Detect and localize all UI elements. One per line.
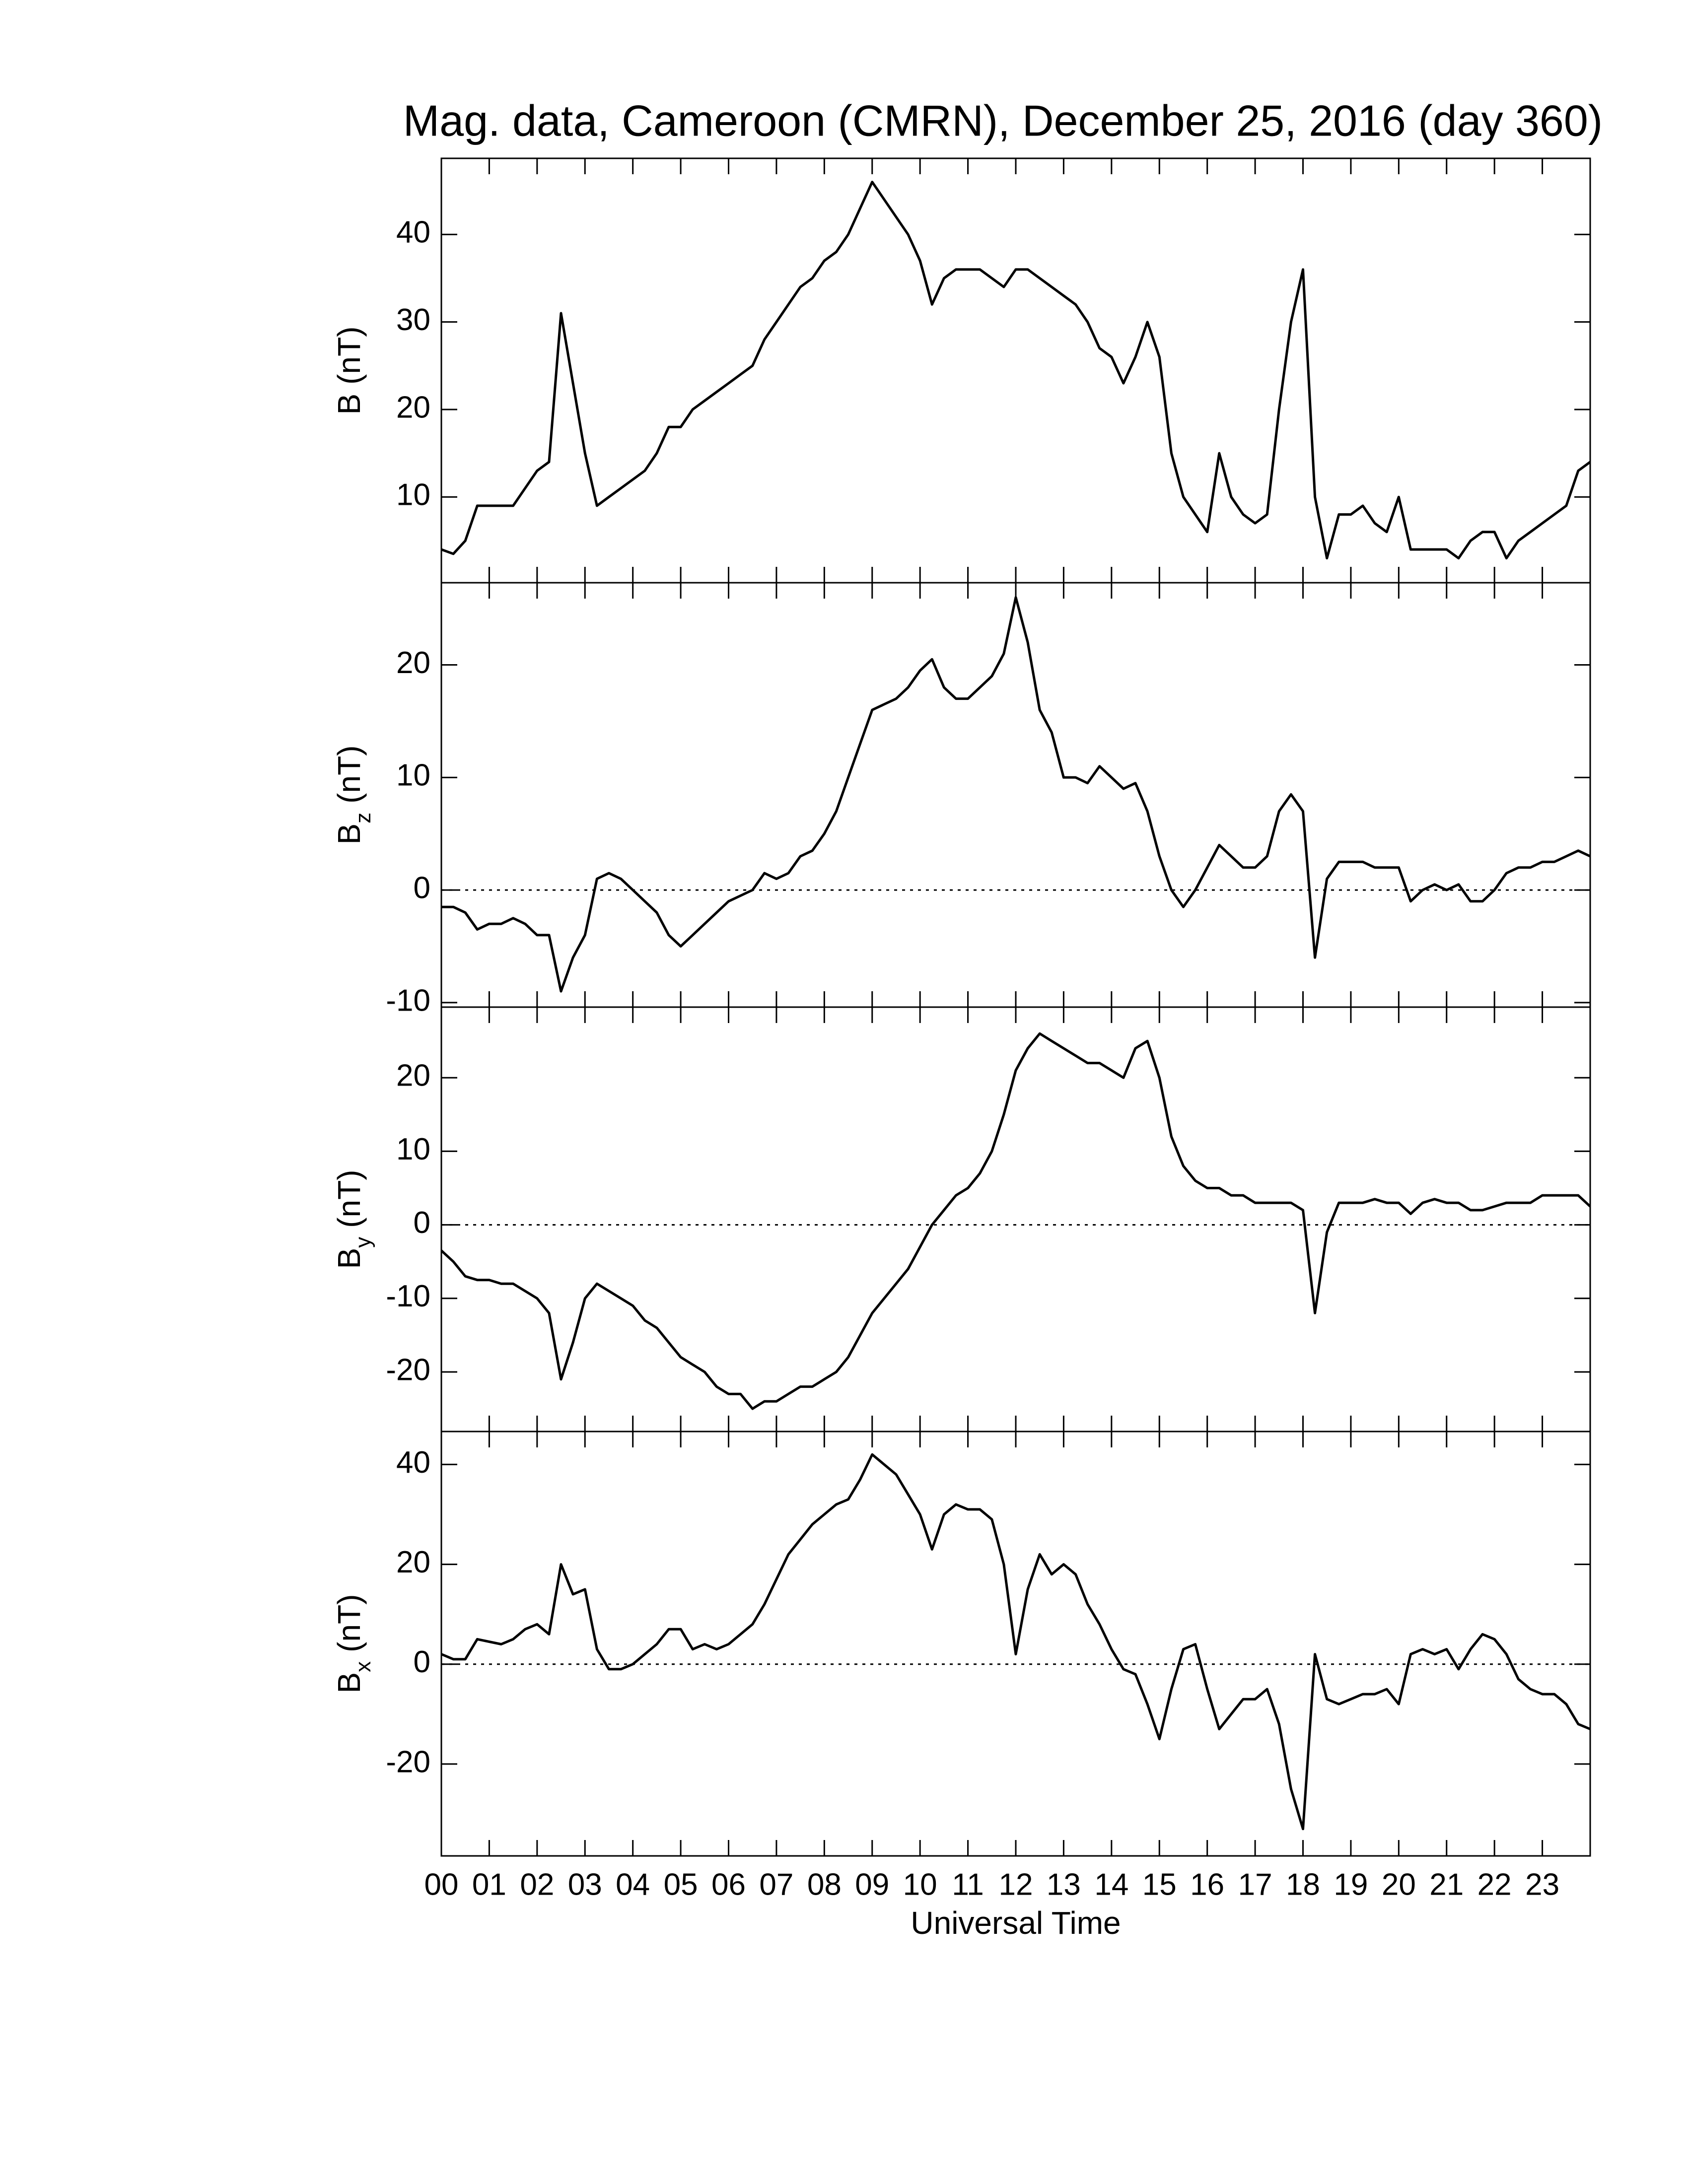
x-axis-label: Universal Time [911, 1905, 1121, 1941]
x-tick-label: 11 [952, 1867, 984, 1902]
y-axis-label-symbol: B [331, 823, 367, 845]
y-axis-label: Bx (nT) [331, 1594, 375, 1694]
y-tick-label: 20 [396, 1545, 430, 1579]
y-tick-label: -10 [386, 1279, 430, 1313]
y-tick-label: 40 [396, 215, 430, 250]
x-tick-label: 02 [520, 1867, 554, 1902]
y-axis-label: Bz (nT) [331, 746, 375, 845]
x-tick-label: 04 [616, 1867, 650, 1902]
x-tick-label: 23 [1525, 1867, 1559, 1902]
y-axis-label-unit: (nT) [331, 1170, 367, 1228]
data-line [440, 1032, 1591, 1410]
y-tick-label: -20 [386, 1353, 430, 1387]
x-tick-label: 03 [568, 1867, 602, 1902]
y-axis-label-symbol: B [331, 394, 367, 415]
y-axis-label: B (nT) [331, 327, 367, 415]
y-tick-label: 20 [396, 1059, 430, 1093]
x-tick-label: 01 [472, 1867, 506, 1902]
y-axis-label-unit: (nT) [331, 746, 367, 804]
x-tick-label: 20 [1382, 1867, 1416, 1902]
y-tick-label: 30 [396, 303, 430, 337]
x-tick-label: 19 [1334, 1867, 1368, 1902]
data-line [441, 1453, 1591, 1831]
y-tick-label: 10 [396, 1132, 430, 1166]
y-tick-label: 0 [414, 1645, 430, 1679]
y-axis-label-unit: (nT) [331, 327, 367, 385]
y-axis-label-subscript: z [351, 813, 375, 823]
x-tick-label: 22 [1477, 1867, 1512, 1902]
y-tick-label: 20 [396, 390, 430, 424]
y-axis-label-symbol: B [331, 1672, 367, 1694]
x-tick-label: 00 [424, 1867, 459, 1902]
y-tick-label: 10 [396, 478, 430, 512]
x-tick-label: 16 [1190, 1867, 1224, 1902]
y-axis-label-subscript: y [351, 1237, 375, 1248]
x-tick-label: 06 [711, 1867, 746, 1902]
x-tick-label: 12 [999, 1867, 1033, 1902]
y-tick-label: 0 [414, 1206, 430, 1240]
x-tick-label: 18 [1286, 1867, 1320, 1902]
x-tick-label: 09 [855, 1867, 889, 1902]
data-line [441, 181, 1591, 560]
x-tick-label: 15 [1142, 1867, 1177, 1902]
x-tick-label: 17 [1238, 1867, 1272, 1902]
y-tick-label: -10 [386, 983, 430, 1018]
x-tick-label: 08 [807, 1867, 842, 1902]
x-tick-label: 14 [1094, 1867, 1128, 1902]
y-tick-label: 20 [396, 646, 430, 680]
y-axis-label-symbol: B [331, 1248, 367, 1269]
y-axis-label: By (nT) [331, 1170, 375, 1269]
y-tick-label: 10 [396, 758, 430, 793]
x-tick-label: 07 [759, 1867, 793, 1902]
y-tick-label: 40 [396, 1445, 430, 1480]
x-tick-label: 10 [903, 1867, 937, 1902]
y-tick-label: -20 [386, 1745, 430, 1779]
x-tick-label: 21 [1429, 1867, 1464, 1902]
chart-title: Mag. data, Cameroon (CMRN), December 25,… [403, 96, 1603, 145]
x-tick-label: 13 [1047, 1867, 1081, 1902]
y-axis-label-unit: (nT) [331, 1594, 367, 1652]
y-axis-label-subscript: x [351, 1661, 375, 1672]
x-tick-label: 05 [664, 1867, 698, 1902]
y-tick-label: 0 [414, 871, 430, 905]
